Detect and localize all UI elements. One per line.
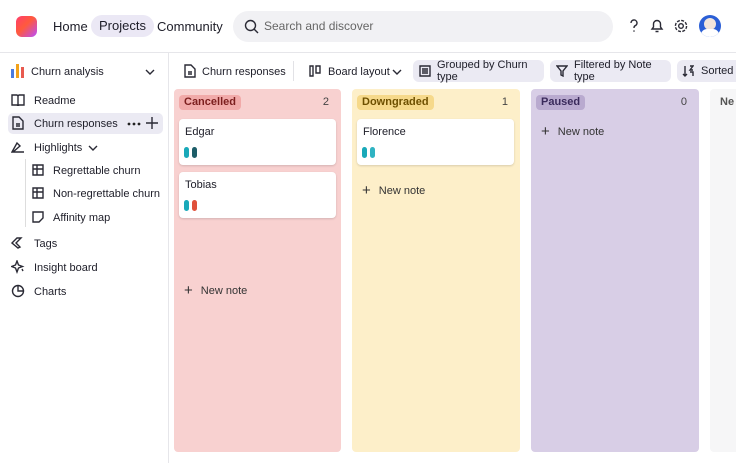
sidebar-item[interactable]: Insight board xyxy=(34,262,98,274)
add-icon[interactable] xyxy=(146,117,158,129)
notifications-icon[interactable] xyxy=(650,18,664,34)
toolbar-layout[interactable]: Board layout xyxy=(328,66,390,78)
chevron[interactable] xyxy=(88,144,98,152)
new-note-label: New note xyxy=(200,285,248,297)
note-title: Edgar xyxy=(185,126,215,138)
column-title: Cancelled xyxy=(179,95,241,110)
new-note-label: New note xyxy=(557,126,605,138)
more-icon[interactable] xyxy=(127,122,141,126)
group-button[interactable]: Grouped by Churn type xyxy=(413,59,544,83)
insight-icon xyxy=(11,260,25,274)
project-name[interactable]: Churn analysis xyxy=(31,66,104,78)
doc-icon xyxy=(12,116,24,130)
chevron[interactable] xyxy=(145,68,155,76)
note-title: Florence xyxy=(363,126,406,138)
nav-link[interactable]: Community xyxy=(157,19,223,34)
new-note-button[interactable]: + New note xyxy=(184,282,248,299)
search-box[interactable]: Search and discover xyxy=(233,11,613,42)
avatar[interactable] xyxy=(699,15,721,37)
sidebar-item[interactable]: Charts xyxy=(34,286,67,298)
tree-line xyxy=(25,159,26,227)
note-tag xyxy=(192,147,197,158)
search-icon xyxy=(244,19,259,34)
layout-icon xyxy=(309,65,321,77)
note-card[interactable]: Tobias xyxy=(179,172,336,218)
sidebar-sub-item[interactable]: Non-regrettable churn xyxy=(53,188,161,200)
column-count: 2 xyxy=(322,96,329,108)
search-placeholder: Search and discover xyxy=(264,19,374,33)
note-card[interactable]: Florence xyxy=(357,119,514,165)
map-icon xyxy=(32,211,44,223)
divider xyxy=(0,52,736,53)
board-column: Cancelled 2 Edgar Tobias + New note xyxy=(174,89,341,452)
divider xyxy=(168,53,169,463)
selected-item[interactable] xyxy=(8,113,163,134)
button-label: Sorted b xyxy=(701,65,736,77)
column-title: Ne xyxy=(720,96,735,108)
note-card[interactable]: Edgar xyxy=(179,119,336,165)
project-icon xyxy=(11,64,25,78)
logo[interactable] xyxy=(16,16,37,37)
sidebar-item[interactable]: Highlights xyxy=(34,142,83,154)
help-icon[interactable] xyxy=(627,18,641,34)
note-tag xyxy=(370,147,375,158)
note-tag xyxy=(362,147,367,158)
sidebar-item[interactable]: Readme xyxy=(34,95,76,107)
new-note-button[interactable]: + New note xyxy=(362,182,426,199)
column-title: Paused xyxy=(536,95,586,110)
readme-icon xyxy=(11,94,25,106)
sort-button[interactable]: Sorted b xyxy=(677,60,736,82)
board-column: Ne xyxy=(710,89,736,452)
chart-icon xyxy=(11,284,25,298)
column-title: Downgraded xyxy=(357,95,434,110)
doc-icon xyxy=(184,64,196,78)
note-tag xyxy=(184,147,189,158)
note-tag xyxy=(192,200,197,211)
settings-icon[interactable] xyxy=(673,18,689,34)
highlight-icon xyxy=(11,141,24,153)
column-count: 0 xyxy=(680,96,687,108)
sidebar-item[interactable]: Churn responses xyxy=(34,118,118,130)
column-count: 1 xyxy=(501,96,508,108)
nav-link[interactable]: Home xyxy=(53,19,88,34)
sidebar-item[interactable]: Tags xyxy=(34,238,58,250)
sidebar-sub-item[interactable]: Regrettable churn xyxy=(53,165,141,177)
button-label: Grouped by Churn type xyxy=(437,59,528,83)
board-column: Paused 0 + New note xyxy=(531,89,699,452)
note-title: Tobias xyxy=(185,179,217,191)
note-tag xyxy=(184,200,189,211)
table-icon xyxy=(32,187,44,199)
chevron[interactable] xyxy=(392,68,402,76)
board-column: Downgraded 1 Florence + New note xyxy=(352,89,520,452)
filter-button[interactable]: Filtered by Note type xyxy=(550,59,671,83)
toolbar-view[interactable]: Churn responses xyxy=(202,66,286,78)
divider xyxy=(293,61,294,81)
sidebar-sub-item[interactable]: Affinity map xyxy=(53,212,111,224)
nav-link[interactable]: Projects xyxy=(91,15,154,37)
new-note-label: New note xyxy=(378,185,426,197)
tag-icon xyxy=(11,237,23,249)
button-label: Filtered by Note type xyxy=(574,59,652,83)
table-icon xyxy=(32,164,44,176)
new-note-button[interactable]: + New note xyxy=(541,123,605,140)
